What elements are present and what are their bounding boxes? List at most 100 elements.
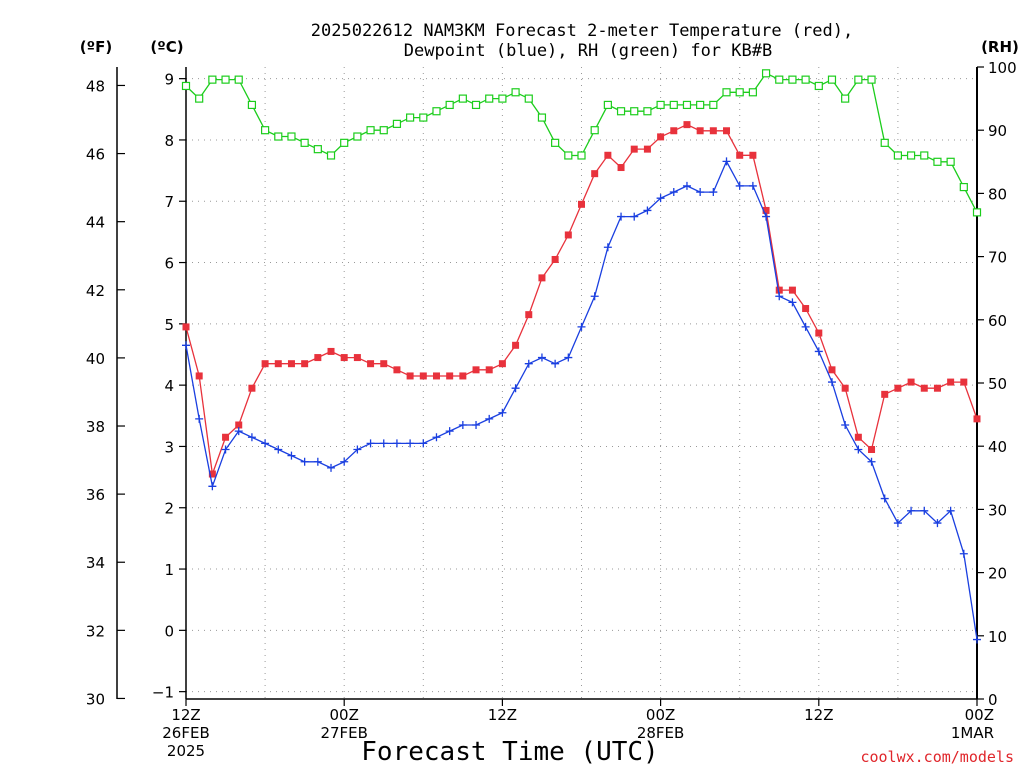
rh-tick-label: 10 xyxy=(988,628,1007,646)
rh-tick-label: 80 xyxy=(988,185,1007,203)
time-tick-label: 12Z xyxy=(488,706,517,724)
temperature-point xyxy=(657,133,665,141)
temperature-point xyxy=(353,354,361,362)
temperature-point xyxy=(723,127,731,135)
temperature-point xyxy=(182,323,190,331)
temperature-point xyxy=(894,384,902,392)
temperature-point xyxy=(604,151,612,159)
celsius-unit-label: (ºC) xyxy=(150,38,183,56)
dewpoint-point xyxy=(195,414,204,423)
temperature-point xyxy=(498,360,506,368)
dewpoint-point xyxy=(392,439,401,448)
temperature-point xyxy=(459,372,467,380)
rh-point xyxy=(221,75,230,84)
dewpoint-point xyxy=(340,457,349,466)
temperature-point xyxy=(775,286,783,294)
rh-point xyxy=(590,126,599,135)
dewpoint-point xyxy=(551,359,560,368)
time-tick-label: 00Z xyxy=(330,706,359,724)
axes: 30323436384042444648−1012345678901020304… xyxy=(86,59,1017,760)
rh-point xyxy=(274,132,283,141)
temperature-point xyxy=(485,366,493,374)
temperature-point xyxy=(432,372,440,380)
rh-point xyxy=(261,126,270,135)
temperature-point xyxy=(578,200,585,208)
temperature-point xyxy=(287,360,295,368)
dewpoint-point xyxy=(564,353,573,362)
fahrenheit-tick-label: 46 xyxy=(86,146,105,164)
dewpoint-point xyxy=(656,194,665,203)
rh-tick-label: 100 xyxy=(988,59,1017,77)
rh-point xyxy=(564,151,573,160)
dewpoint-point xyxy=(854,445,863,454)
rh-point xyxy=(392,119,402,128)
temperature-point xyxy=(630,145,638,153)
celsius-tick-label: 7 xyxy=(164,193,174,211)
temperature-point xyxy=(617,164,625,172)
temperature-point xyxy=(788,286,796,294)
celsius-tick-label: 3 xyxy=(164,438,174,456)
rh-point xyxy=(340,138,349,147)
temperature-point xyxy=(564,231,572,239)
rh-point xyxy=(366,126,375,135)
dewpoint-point xyxy=(603,243,612,252)
dewpoint-point xyxy=(419,439,428,448)
rh-point xyxy=(247,100,257,110)
dewpoint-point xyxy=(617,212,626,221)
rh-point xyxy=(920,151,929,160)
temperature-point xyxy=(248,384,256,392)
rh-point xyxy=(748,88,757,97)
temperature-point xyxy=(841,384,849,392)
fahrenheit-tick-label: 36 xyxy=(86,486,105,504)
temperature-point xyxy=(828,366,836,374)
dewpoint-point xyxy=(524,359,533,368)
dewpoint-point xyxy=(709,188,718,197)
rh-point xyxy=(287,132,296,141)
rh-point xyxy=(313,145,322,154)
celsius-tick-label: 6 xyxy=(164,255,174,273)
time-tick-label: 00Z xyxy=(965,706,994,724)
rh-tick-label: 40 xyxy=(988,438,1007,456)
dewpoint-point xyxy=(827,378,836,387)
dewpoint-point xyxy=(907,506,916,515)
rh-point xyxy=(300,138,309,147)
dewpoint-point xyxy=(959,549,968,558)
rh-tick-label: 0 xyxy=(988,691,998,709)
dewpoint-point xyxy=(801,322,810,331)
rh-point xyxy=(445,100,454,110)
temperature-point xyxy=(696,127,704,135)
temperature-point xyxy=(591,170,599,178)
dewpoint-point xyxy=(274,445,283,454)
time-tick-label: 12Z xyxy=(171,706,200,724)
rh-point xyxy=(353,132,362,141)
fahrenheit-unit-label: (ºF) xyxy=(80,38,112,56)
temperature-point xyxy=(393,366,401,374)
fahrenheit-tick-label: 34 xyxy=(86,554,105,572)
credit-text: coolwx.com/models xyxy=(860,748,1014,766)
dewpoint-point xyxy=(867,457,876,466)
fahrenheit-tick-label: 32 xyxy=(86,622,105,640)
rh-point xyxy=(814,81,823,91)
dewpoint-point xyxy=(630,212,639,221)
dewpoint-point xyxy=(735,181,744,190)
temperature-point xyxy=(314,354,322,362)
rh-tick-label: 20 xyxy=(988,565,1007,583)
fahrenheit-tick-label: 40 xyxy=(86,350,105,368)
dewpoint-point xyxy=(287,451,296,460)
dewpoint-point xyxy=(590,292,599,301)
celsius-tick-label: 0 xyxy=(164,622,174,640)
fahrenheit-tick-label: 44 xyxy=(86,214,105,232)
dewpoint-point xyxy=(933,519,942,528)
celsius-tick-label: 5 xyxy=(164,316,174,334)
dewpoint-point xyxy=(511,384,520,393)
temperature-point xyxy=(235,421,243,429)
rh-point xyxy=(775,75,784,84)
dewpoint-point xyxy=(327,463,336,472)
rh-point xyxy=(551,138,560,147)
rh-tick-label: 60 xyxy=(988,312,1007,330)
rh-tick-label: 90 xyxy=(988,122,1007,140)
rh-point xyxy=(696,100,705,110)
rh-point xyxy=(419,113,428,122)
rh-point xyxy=(379,126,388,135)
temperature-point xyxy=(380,360,388,368)
